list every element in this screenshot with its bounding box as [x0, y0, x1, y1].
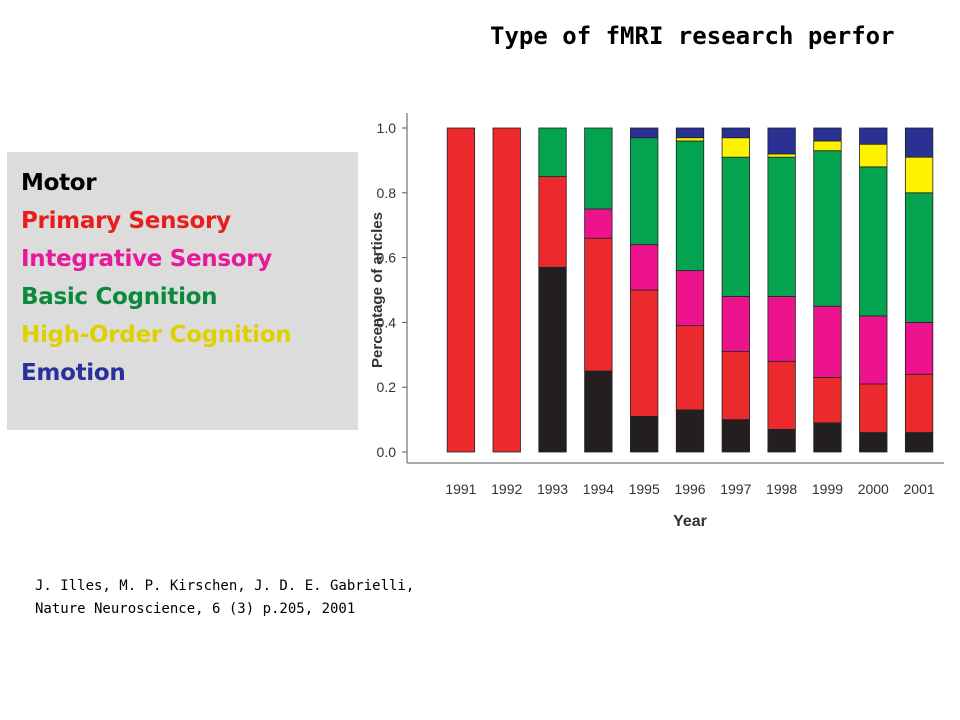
bar-segment-high-order-cognition-1996 — [675, 137, 705, 142]
bar-segment-basic-cognition-1994 — [584, 127, 613, 210]
bar-segment-emotion-1995 — [630, 127, 659, 139]
legend-item-motor: Motor — [21, 170, 97, 196]
legend-item-basic-cognition: Basic Cognition — [21, 284, 218, 310]
bar-segment-primary-sensory-1991 — [446, 127, 476, 453]
bar-segment-motor-1994 — [584, 370, 613, 453]
legend-item-high-order-cognition: High-Order Cognition — [21, 322, 292, 348]
y-tick-label: 0.4 — [377, 314, 397, 330]
y-tick-label: 0.0 — [377, 444, 397, 460]
citation: J. Illes, M. P. Kirschen, J. D. E. Gabri… — [35, 575, 414, 621]
bar-segment-motor-2000 — [859, 432, 888, 453]
bar-segment-basic-cognition-2000 — [859, 166, 888, 317]
category-legend: Motor Primary Sensory Integrative Sensor… — [7, 152, 358, 430]
bar-segment-basic-cognition-1997 — [721, 156, 750, 297]
bar-segment-primary-sensory-1995 — [630, 289, 659, 417]
x-tick-label: 1997 — [720, 481, 751, 497]
bar-segment-integrative-sensory-1998 — [767, 296, 796, 362]
bar-segment-basic-cognition-1998 — [767, 156, 796, 297]
bar-segment-high-order-cognition-2000 — [859, 143, 888, 168]
bar-segment-motor-1999 — [813, 422, 842, 453]
bar-segment-high-order-cognition-2001 — [904, 156, 934, 194]
bar-segment-integrative-sensory-2001 — [904, 321, 934, 375]
x-axis-label: Year — [673, 513, 707, 530]
x-tick-label: 2001 — [904, 481, 935, 497]
bar-segment-basic-cognition-1993 — [538, 127, 567, 177]
bar-segment-primary-sensory-1999 — [813, 377, 842, 424]
bar-segment-basic-cognition-1999 — [813, 150, 842, 307]
bar-segment-primary-sensory-1996 — [675, 325, 705, 411]
chart-svg: 0.0 0.2 0.4 0.6 0.8 1.0 Percentage of articles… — [369, 113, 944, 530]
bar-segment-emotion-1996 — [675, 127, 705, 139]
bar-segment-integrative-sensory-1997 — [721, 296, 750, 352]
x-tick-label: 1994 — [583, 481, 614, 497]
x-tick-label: 1998 — [766, 481, 797, 497]
x-tick-label: 1995 — [629, 481, 660, 497]
y-tick-label: 0.8 — [377, 185, 397, 201]
y-tick-label: 0.2 — [377, 379, 397, 395]
x-tick-label: 1991 — [445, 481, 476, 497]
stacked-bar-chart: 0.0 0.2 0.4 0.6 0.8 1.0 Percentage of articles… — [360, 95, 960, 535]
slide-title: Type of fMRI research perfor — [490, 22, 895, 50]
bar-segment-integrative-sensory-2000 — [859, 315, 888, 385]
bar-segment-emotion-1998 — [767, 127, 796, 155]
y-axis-label: Percentage of articles — [369, 212, 386, 368]
x-tick-label: 1999 — [812, 481, 843, 497]
x-tick-label: 2000 — [858, 481, 889, 497]
bar-segment-motor-1998 — [767, 428, 796, 453]
citation-line-1: J. Illes, M. P. Kirschen, J. D. E. Gabri… — [35, 578, 415, 594]
x-tick-label: 1993 — [537, 481, 568, 497]
bar-segment-motor-2001 — [904, 432, 934, 453]
x-tick-label: 1996 — [674, 481, 705, 497]
bar-segment-motor-1995 — [630, 415, 659, 453]
bar-segment-emotion-1999 — [813, 127, 842, 142]
citation-line-2: Nature Neuroscience, 6 (3) p.205, 2001 — [35, 601, 356, 617]
bar-segment-motor-1993 — [538, 266, 567, 453]
bar-segment-emotion-1997 — [721, 127, 750, 139]
bar-segment-high-order-cognition-1998 — [767, 153, 796, 158]
bar-segment-motor-1996 — [675, 409, 705, 453]
legend-item-primary-sensory: Primary Sensory — [21, 208, 231, 234]
bar-segment-primary-sensory-2000 — [859, 383, 888, 433]
bar-segment-basic-cognition-1995 — [630, 137, 659, 246]
bar-segment-primary-sensory-1997 — [721, 351, 750, 420]
bar-segment-primary-sensory-1992 — [492, 127, 521, 453]
y-tick-label: 0.6 — [377, 250, 397, 266]
bar-segment-primary-sensory-1993 — [538, 176, 567, 268]
bar-segment-integrative-sensory-1996 — [675, 270, 705, 327]
bar-segment-primary-sensory-1998 — [767, 360, 796, 430]
legend-item-emotion: Emotion — [21, 360, 126, 386]
bar-segment-integrative-sensory-1999 — [813, 305, 842, 378]
bar-segment-high-order-cognition-1999 — [813, 140, 842, 152]
x-tick-label: 1992 — [491, 481, 522, 497]
bar-segment-basic-cognition-1996 — [675, 140, 705, 271]
legend-item-integrative-sensory: Integrative Sensory — [21, 246, 272, 272]
bar-segment-integrative-sensory-1995 — [630, 244, 659, 291]
bar-segment-motor-1997 — [721, 419, 750, 453]
bar-segment-primary-sensory-1994 — [584, 237, 613, 372]
bar-segment-primary-sensory-2001 — [904, 373, 934, 433]
bar-segment-high-order-cognition-1997 — [721, 137, 750, 158]
bar-segment-basic-cognition-2001 — [904, 192, 934, 323]
y-tick-label: 1.0 — [377, 120, 397, 136]
bar-segment-integrative-sensory-1994 — [584, 208, 613, 239]
bar-segment-emotion-2000 — [859, 127, 888, 145]
bar-segment-emotion-2001 — [904, 127, 934, 158]
